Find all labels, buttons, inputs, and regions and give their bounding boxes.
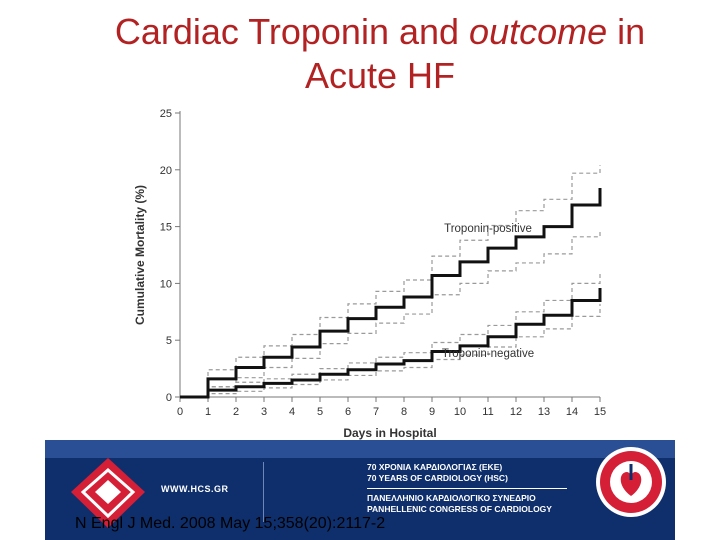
x-tick-label: 5 (317, 406, 323, 418)
citation-text: N Engl J Med. 2008 May 15;358(20):2117-2 (75, 515, 386, 532)
y-axis-title: Cumulative Mortality (%) (133, 185, 147, 325)
congress-banner: WWW.HCS.GR 70 ΧΡΟΝΙΑ ΚΑΡΔΙΟΛΟΓΙΑΣ (ΕΚΕ) … (45, 440, 675, 540)
x-axis-title: Days in Hospital (343, 426, 436, 440)
x-tick-label: 1 (205, 406, 211, 418)
y-tick-label: 25 (160, 108, 172, 120)
ci-lower-line-0 (180, 230, 601, 398)
title-line1-italic: outcome (469, 11, 608, 52)
series-annotation-0: Troponin-positive (444, 223, 532, 235)
society-seal-icon (596, 447, 666, 517)
x-tick-label: 14 (566, 406, 578, 418)
x-tick-label: 0 (177, 406, 183, 418)
x-tick-label: 6 (345, 406, 351, 418)
banner-stripe (45, 440, 675, 458)
org-line-1: 70 ΧΡΟΝΙΑ ΚΑΡΔΙΟΛΟΓΙΑΣ (ΕΚΕ) (367, 462, 503, 472)
org-line-2: 70 YEARS OF CARDIOLOGY (HSC) (367, 473, 508, 483)
ci-upper-line-0 (180, 165, 601, 398)
series-line-1 (180, 287, 602, 399)
y-tick-label: 5 (166, 335, 172, 347)
title-line2: Acute HF (304, 55, 456, 96)
website-url[interactable]: WWW.HCS.GR (161, 484, 229, 494)
series-line-0 (180, 187, 602, 399)
x-tick-label: 13 (538, 406, 550, 418)
x-tick-label: 2 (233, 406, 239, 418)
kaplan-meier-chart: 0 5 10 15 20 25 0 1 2 3 4 5 6 7 8 9 10 11 12 13 14 15 Days in … (128, 100, 620, 445)
title-line1-start: Cardiac Troponin and (114, 11, 470, 52)
y-tick-label: 10 (160, 278, 172, 290)
org-line-3: ΠΑΝΕΛΛΗΝΙΟ ΚΑΡΔΙΟΛΟΓΙΚΟ ΣΥΝΕΔΡΙΟ (367, 493, 536, 503)
x-tick-label: 9 (429, 406, 435, 418)
x-tick-label: 3 (261, 406, 267, 418)
slide-title: Cardiac Troponin and outcome in Acute HF (0, 10, 720, 98)
x-tick-label: 15 (594, 406, 606, 418)
ci-lower-line-1 (180, 303, 601, 398)
y-tick-label: 20 (160, 165, 172, 177)
organization-text: 70 ΧΡΟΝΙΑ ΚΑΡΔΙΟΛΟΓΙΑΣ (ΕΚΕ) 70 YEARS OF… (367, 462, 587, 515)
hcs-heart-logo-icon (71, 458, 145, 528)
org-separator (367, 488, 567, 489)
x-tick-label: 4 (289, 406, 295, 418)
y-tick-label: 0 (166, 392, 172, 404)
y-tick-label: 15 (160, 222, 172, 234)
x-tick-label: 12 (510, 406, 522, 418)
title-line1-end: in (607, 11, 646, 52)
series-annotation-1: Troponin-negative (442, 348, 534, 360)
x-tick-label: 7 (373, 406, 379, 418)
org-line-4: PANHELLENIC CONGRESS OF CARDIOLOGY (367, 504, 552, 514)
banner-divider (263, 462, 264, 522)
x-tick-label: 10 (454, 406, 466, 418)
x-tick-label: 11 (482, 406, 493, 418)
x-tick-label: 8 (401, 406, 407, 418)
